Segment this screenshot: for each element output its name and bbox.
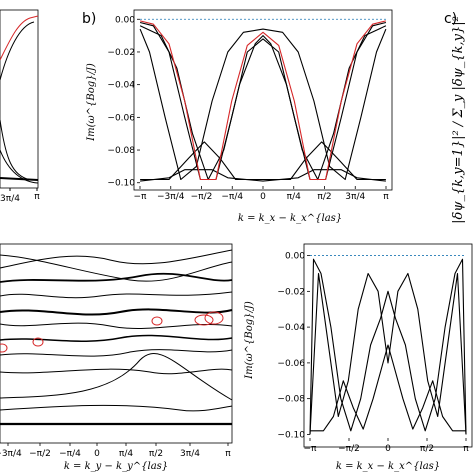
panel-d-red-marker xyxy=(194,314,214,326)
panel-d-curve xyxy=(0,349,233,357)
xtick-label: −3π/4 xyxy=(157,192,185,202)
xtick-label: π/4 xyxy=(287,192,301,202)
panel-d-curve xyxy=(0,272,233,283)
panel-b-yticks: 0.00 −0.02 −0.04 −0.06 −0.08 −0.10 xyxy=(107,15,140,189)
ytick-label: −0.06 xyxy=(277,359,305,369)
panel-e-frame xyxy=(303,243,473,448)
panel-d-xlabel: k = k_y − k_y^{las} xyxy=(64,461,168,472)
series-line-1 xyxy=(309,272,467,435)
panel-d-curve xyxy=(0,368,233,375)
ytick-label: −0.02 xyxy=(277,287,305,297)
panel-d-xticks: −3π/4 −π/2 −π/4 0 π/4 π/2 3π/4 π xyxy=(0,443,231,459)
panel-e-series xyxy=(309,255,467,435)
xtick-label: −π/2 xyxy=(338,444,360,454)
ytick-label: −0.10 xyxy=(277,430,305,440)
panel-b-series xyxy=(139,18,387,182)
xtick-label: −π/2 xyxy=(29,449,51,459)
series-line-0 xyxy=(309,258,467,435)
ytick-label: −0.04 xyxy=(107,81,135,91)
series-line-3 xyxy=(140,141,386,181)
ytick-label: −0.02 xyxy=(107,48,135,58)
series-line-5 xyxy=(139,20,387,181)
panel-b: b) 0.00 −0.02 −0.04 −0.06 −0.08 −0.10 −π −3π/4… xyxy=(82,9,393,224)
xtick-label: 3π/4 xyxy=(180,449,200,459)
series-line-1 xyxy=(139,25,387,181)
xtick-label: 0 xyxy=(385,444,391,454)
panel-a-frame xyxy=(0,9,39,189)
series-line-2 xyxy=(310,344,466,432)
ytick-label: 0.00 xyxy=(285,252,305,262)
panel-d-partial: −3π/4 −π/2 −π/4 0 π/4 π/2 3π/4 π k = k_y − k_y^… xyxy=(0,243,233,472)
panel-b-xticks: −π −3π/4 −π/2 −π/4 0 π/4 π/2 3π/4 π xyxy=(134,186,389,202)
xtick-label: −3π/4 xyxy=(0,449,22,459)
panel-d-curve xyxy=(0,254,233,282)
ytick-label: 0.00 xyxy=(115,15,135,25)
panel-a-curve-1 xyxy=(0,21,35,81)
xtick-label: π/2 xyxy=(149,449,163,459)
xtick-label: −π xyxy=(134,192,148,202)
panel-c: c) |δψ_{k,y=1}|² / Σ_y |δψ_{k,y}|² xyxy=(444,11,466,224)
panel-d-curve xyxy=(0,322,233,330)
panel-d-curve xyxy=(0,308,233,316)
ytick-label: −0.08 xyxy=(107,146,135,156)
xtick-label: 0 xyxy=(94,449,100,459)
panel-d-frame xyxy=(0,243,233,444)
panel-a-red-curve xyxy=(0,15,39,61)
panel-d-red-marker xyxy=(151,316,163,326)
xtick-label: π xyxy=(383,192,389,202)
xtick-label: 0 xyxy=(260,192,266,202)
ytick-label: −0.06 xyxy=(107,113,135,123)
panel-a-xtick-0: 3π/4 xyxy=(0,194,20,204)
panel-c-label: c) xyxy=(444,11,457,27)
panel-d-curve xyxy=(0,404,233,412)
ytick-label: −0.04 xyxy=(277,323,305,333)
panel-e-xticks: −π −π/2 0 π/2 π xyxy=(304,438,469,454)
ytick-label: −0.10 xyxy=(107,179,135,189)
xtick-label: 3π/4 xyxy=(345,192,365,202)
panel-d-curve xyxy=(0,291,233,299)
panel-c-ylabel: |δψ_{k,y=1}|² / Σ_y |δψ_{k,y}|² xyxy=(451,16,466,224)
panel-a-xtick-1: π xyxy=(34,192,40,202)
panel-a-curve-4 xyxy=(0,177,39,181)
xtick-label: π/2 xyxy=(317,192,331,202)
xtick-label: −π xyxy=(304,444,318,454)
panel-e-yticks: 0.00 −0.02 −0.04 −0.06 −0.08 −0.10 xyxy=(277,252,310,440)
xtick-label: −π/2 xyxy=(191,192,213,202)
panel-b-frame xyxy=(133,9,393,191)
panel-d-red-marker xyxy=(32,337,44,347)
xtick-label: π xyxy=(225,449,231,459)
panel-b-label: b) xyxy=(82,11,96,27)
series-line-4 xyxy=(140,169,386,182)
xtick-label: −π/4 xyxy=(221,192,243,202)
series-line-0 xyxy=(139,21,387,181)
xtick-label: −π/4 xyxy=(59,449,81,459)
panel-b-xlabel: k = k_x − k_x^{las} xyxy=(238,213,342,224)
panel-d-curve xyxy=(0,249,233,269)
xtick-label: π/2 xyxy=(420,444,434,454)
panel-e-xlabel: k = k_x − k_x^{las} xyxy=(336,461,440,472)
panel-a-curve-2 xyxy=(0,119,31,181)
panel-d-curve xyxy=(0,353,233,401)
panel-d-curve xyxy=(0,334,233,342)
xtick-label: π xyxy=(463,444,469,454)
panel-e: 0.00 −0.02 −0.04 −0.06 −0.08 −0.10 −π −π/2 0 π/2… xyxy=(244,243,473,472)
panel-d-red-marker xyxy=(0,343,8,353)
ytick-label: −0.08 xyxy=(277,395,305,405)
panel-a-curve-3 xyxy=(0,149,39,184)
panel-b-ylabel: Im(ω^{Bog}/J) xyxy=(86,63,97,142)
panel-d-red-marker xyxy=(204,311,224,325)
xtick-label: π/4 xyxy=(119,449,133,459)
series-line-2 xyxy=(139,28,387,181)
panel-e-ylabel: Im(ω^{Bog}/J) xyxy=(244,301,255,380)
panel-a-partial: 3π/4 π xyxy=(0,9,40,204)
